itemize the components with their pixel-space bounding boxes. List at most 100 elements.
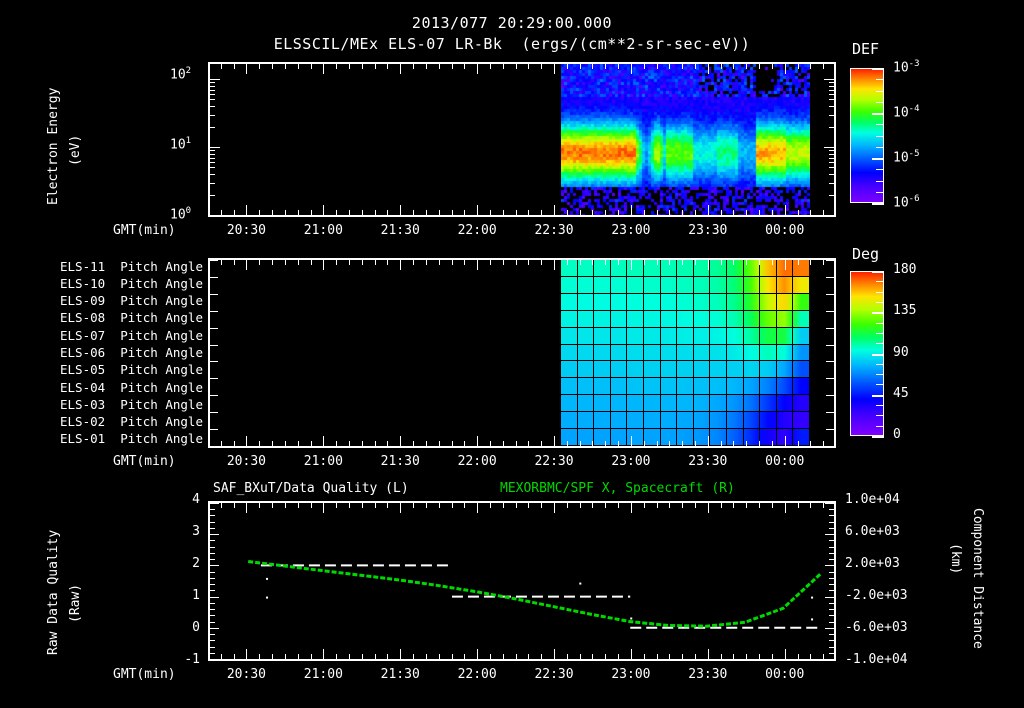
axis-tick	[210, 640, 215, 642]
pitch-angle-cell	[660, 412, 678, 430]
axis-tick	[656, 210, 658, 215]
colorbar-tick	[872, 436, 884, 438]
axis-tick	[707, 64, 709, 74]
pitch-angle-cell	[561, 293, 578, 311]
pitch-angle-cell	[743, 293, 761, 311]
axis-tick	[210, 89, 215, 91]
axis-tick	[829, 194, 834, 196]
axis-tick	[682, 210, 684, 215]
axis-tick	[210, 429, 218, 431]
xtick-label: 23:00	[611, 223, 651, 238]
axis-tick	[210, 446, 218, 447]
axis-tick	[210, 527, 215, 529]
colorbar-minor-tick	[876, 291, 884, 293]
axis-tick	[829, 602, 834, 604]
axis-tick	[284, 64, 286, 69]
axis-tick	[829, 167, 834, 169]
axis-tick	[771, 64, 773, 69]
bottom-ylabel-right-line2: (km)	[948, 543, 963, 575]
axis-tick	[374, 64, 376, 69]
axis-tick	[210, 215, 220, 216]
xtick-label: 22:00	[457, 223, 497, 238]
axis-tick	[618, 260, 620, 265]
bottom-ytick-right: 6.0e+03	[845, 524, 900, 539]
axis-tick	[210, 652, 215, 654]
top-panel-ylabel-line2: (eV)	[68, 134, 83, 166]
axis-tick	[829, 552, 834, 554]
axis-tick	[323, 649, 325, 659]
deg-colorbar-tick-label: 0	[893, 427, 901, 442]
axis-tick	[210, 182, 215, 184]
bottom-ytick-right: 1.0e+04	[845, 492, 900, 507]
axis-tick	[502, 503, 504, 508]
axis-tick	[733, 503, 735, 508]
xtick-label: 00:00	[765, 667, 805, 682]
pitch-angle-cell	[677, 378, 694, 396]
axis-tick	[502, 64, 504, 69]
xtick-label: 21:30	[380, 667, 420, 682]
axis-tick	[220, 260, 222, 265]
axis-tick	[210, 85, 215, 87]
pitch-angle-cell	[660, 361, 678, 379]
axis-tick	[425, 503, 427, 508]
colorbar-tick	[872, 203, 884, 205]
pitch-angle-cell	[776, 310, 794, 328]
axis-tick	[374, 441, 376, 446]
colorbar-minor-tick	[876, 363, 884, 365]
axis-tick	[566, 64, 568, 69]
pitch-angle-cell	[561, 327, 578, 345]
pitch-angle-cell	[660, 276, 678, 294]
axis-tick	[656, 441, 658, 446]
axis-tick	[259, 503, 261, 508]
axis-tick	[759, 654, 761, 659]
xtick-label: 21:00	[303, 667, 343, 682]
axis-tick	[336, 441, 338, 446]
pitch-angle-cell	[693, 378, 711, 396]
axis-tick	[829, 527, 834, 529]
colorbar-minor-tick	[876, 158, 884, 159]
deg-colorbar-tick-label: 45	[893, 385, 909, 401]
pitch-angle-cell	[743, 395, 761, 413]
pitch-angle-cell	[644, 276, 661, 294]
pitch-angle-cell	[594, 260, 611, 277]
axis-tick	[323, 436, 325, 446]
axis-tick	[438, 64, 440, 69]
axis-tick	[210, 361, 218, 363]
top-panel-ylabel-line1: Electron Energy	[46, 87, 61, 205]
pitch-angle-cell	[610, 310, 628, 328]
axis-tick	[824, 146, 834, 148]
axis-tick	[210, 584, 215, 586]
pitch-angle-cell	[760, 293, 777, 311]
data-quality-point	[811, 618, 814, 621]
top-ytick-1e0: 100	[170, 206, 192, 223]
axis-tick	[554, 64, 556, 74]
axis-tick	[361, 64, 363, 69]
axis-tick	[464, 441, 466, 446]
axis-tick	[210, 157, 215, 159]
axis-tick	[669, 503, 671, 508]
pitch-angle-cell	[760, 310, 777, 328]
axis-tick	[797, 654, 799, 659]
axis-tick	[400, 64, 402, 74]
pitch-angle-cell	[594, 361, 611, 379]
pitch-angle-cell	[660, 310, 678, 328]
axis-tick	[824, 78, 834, 80]
axis-tick	[592, 64, 594, 69]
axis-tick	[554, 436, 556, 446]
axis-tick	[425, 210, 427, 215]
axis-tick	[541, 654, 543, 659]
axis-tick	[823, 441, 825, 446]
pitch-angle-cell	[693, 344, 711, 362]
pitch-angle-heatmap	[561, 260, 810, 446]
pitch-angle-cell	[710, 361, 727, 379]
axis-tick	[246, 64, 248, 74]
axis-tick	[297, 503, 299, 508]
axis-tick	[400, 260, 402, 270]
deg-colorbar-tick-label: 135	[893, 303, 917, 319]
pitch-angle-cell	[627, 412, 644, 430]
axis-tick	[502, 441, 504, 446]
pitch-angle-cell	[627, 293, 644, 311]
pitch-angle-cell	[594, 293, 611, 311]
axis-tick	[797, 64, 799, 69]
axis-tick	[829, 546, 834, 548]
